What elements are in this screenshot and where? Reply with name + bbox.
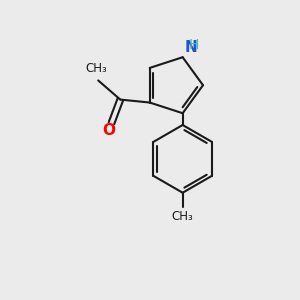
- Text: CH₃: CH₃: [86, 62, 108, 75]
- Text: H: H: [189, 38, 199, 52]
- Text: CH₃: CH₃: [172, 210, 194, 224]
- Text: N: N: [184, 40, 197, 55]
- Text: O: O: [102, 123, 115, 138]
